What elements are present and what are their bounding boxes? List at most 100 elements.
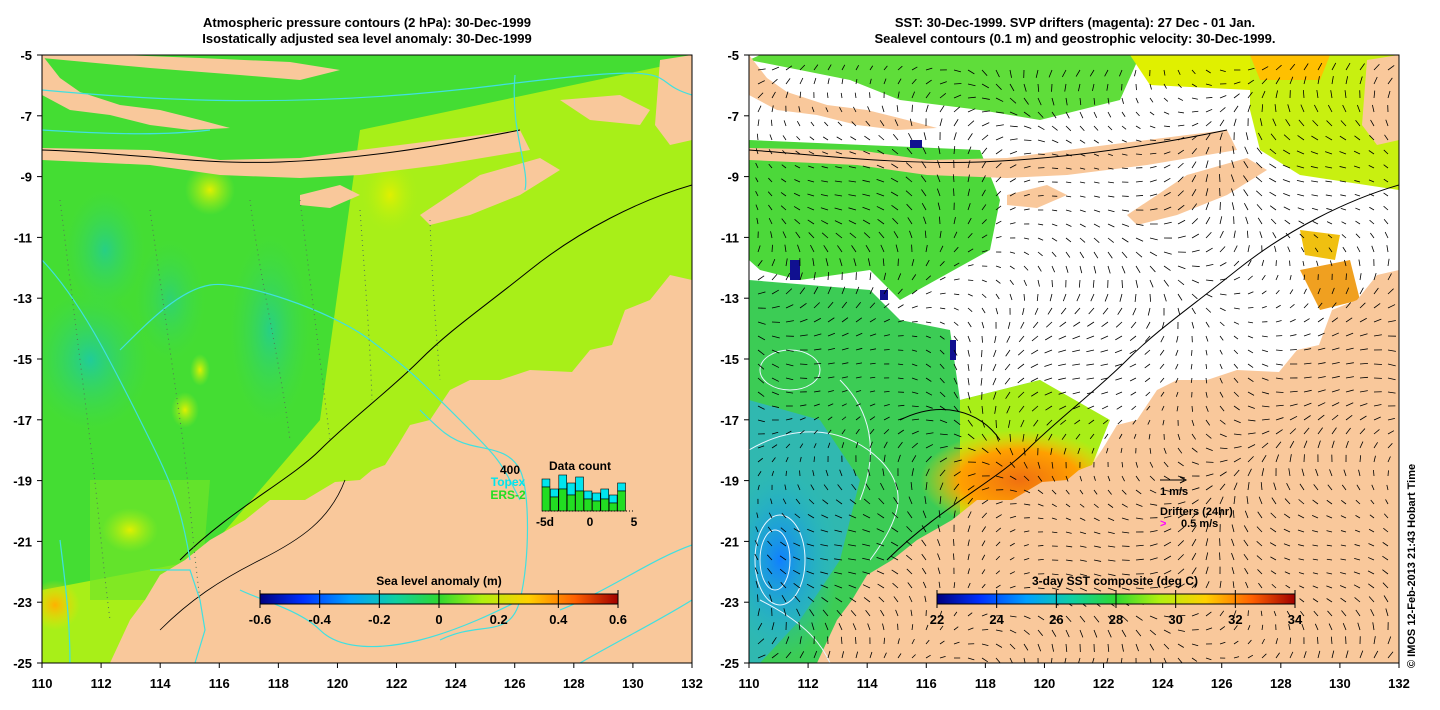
velocity-arrow <box>953 231 958 239</box>
velocity-arrow <box>1288 624 1291 631</box>
velocity-arrow <box>1058 377 1067 381</box>
velocity-arrow <box>836 609 843 617</box>
velocity-arrow <box>813 443 817 449</box>
velocity-arrow <box>1247 349 1254 354</box>
velocity-arrow <box>771 273 778 281</box>
left-java-land <box>42 55 340 80</box>
velocity-arrow <box>1369 514 1375 519</box>
velocity-arrow <box>893 596 899 603</box>
velocity-arrow <box>1191 643 1199 647</box>
velocity-arrow <box>1219 321 1225 327</box>
velocity-arrow <box>1317 332 1325 337</box>
velocity-arrow <box>1177 265 1186 270</box>
velocity-arrow <box>849 597 857 603</box>
velocity-arrow <box>1326 544 1333 547</box>
velocity-arrow <box>925 482 928 491</box>
velocity-arrow <box>1044 363 1053 367</box>
velocity-arrow <box>1050 447 1053 455</box>
velocity-arrow <box>1341 234 1347 239</box>
velocity-arrow <box>1009 111 1018 116</box>
velocity-arrow <box>755 148 759 155</box>
velocity-arrow <box>1383 178 1389 183</box>
velocity-arrow <box>799 91 802 99</box>
velocity-arrow <box>1023 629 1030 635</box>
velocity-arrow <box>855 78 858 85</box>
velocity-arrow <box>1009 293 1013 301</box>
y-tick-label: -15 <box>720 352 739 367</box>
y-tick-label: -5 <box>20 48 32 63</box>
velocity-arrow <box>1298 544 1305 547</box>
velocity-arrow <box>757 259 763 267</box>
velocity-arrow <box>1114 363 1123 367</box>
velocity-arrow <box>869 651 873 659</box>
data-count-inset: Data count 400 Topex ERS-2 -5d 0 5 <box>490 459 637 529</box>
velocity-arrow <box>1065 209 1072 212</box>
velocity-arrow <box>1385 608 1389 617</box>
velocity-arrow <box>757 608 760 617</box>
velocity-arrow <box>981 583 986 589</box>
velocity-arrow <box>1135 195 1144 197</box>
velocity-arrow <box>1093 265 1097 274</box>
velocity-arrow <box>1144 335 1151 342</box>
velocity-arrow <box>810 484 815 491</box>
velocity-arrow <box>799 64 806 71</box>
velocity-arrow <box>893 497 899 505</box>
left-panel: Atmospheric pressure contours (2 hPa): 3… <box>13 15 703 691</box>
velocity-arrow <box>953 94 962 99</box>
velocity-arrow <box>1135 544 1144 547</box>
velocity-arrow <box>1345 317 1353 323</box>
velocity-arrow <box>1355 515 1361 519</box>
velocity-arrow <box>1121 209 1130 212</box>
velocity-arrow <box>1368 596 1375 603</box>
velocity-arrow <box>771 105 774 113</box>
velocity-arrow <box>1107 503 1114 508</box>
velocity-arrow <box>1093 209 1101 213</box>
velocity-arrow <box>1219 496 1224 505</box>
velocity-arrow <box>812 470 815 477</box>
velocity-arrow <box>849 232 857 239</box>
velocity-arrow <box>1163 528 1172 533</box>
velocity-arrow <box>877 149 885 155</box>
velocity-arrow <box>1020 419 1025 428</box>
velocity-arrow <box>1009 279 1014 286</box>
velocity-arrow <box>813 363 822 365</box>
velocity-arrow <box>1079 517 1086 521</box>
velocity-arrow <box>1161 321 1165 330</box>
velocity-arrow <box>1340 597 1347 603</box>
velocity-arrow <box>1219 278 1227 281</box>
velocity-arrow <box>757 377 765 384</box>
velocity-arrow <box>953 69 962 73</box>
velocity-arrow <box>1359 455 1362 463</box>
velocity-arrow <box>907 511 913 519</box>
velocity-arrow <box>1345 650 1349 659</box>
velocity-arrow <box>1191 419 1195 427</box>
velocity-arrow <box>855 317 863 323</box>
velocity-arrow <box>911 455 917 463</box>
velocity-arrow <box>1023 237 1030 240</box>
velocity-arrow <box>811 622 815 631</box>
velocity-arrow <box>869 348 877 351</box>
velocity-arrow <box>1078 657 1081 663</box>
velocity-arrow <box>1368 543 1375 547</box>
velocity-arrow <box>834 558 843 561</box>
velocity-arrow <box>909 118 913 127</box>
right-x-axis: 110 112 114 116 118 120 122 124 126 128 130 132 <box>739 663 1410 691</box>
velocity-arrow <box>1331 62 1337 71</box>
velocity-arrow <box>1079 489 1084 495</box>
velocity-arrow <box>1205 293 1213 298</box>
velocity-arrow <box>1037 475 1043 482</box>
velocity-arrow <box>821 180 829 183</box>
velocity-arrow <box>1106 657 1109 663</box>
topex-bar <box>550 488 559 498</box>
x-tick-label: 110 <box>739 676 760 691</box>
velocity-arrow <box>1017 363 1025 370</box>
velocity-arrow <box>1107 209 1115 213</box>
velocity-arrow <box>1118 433 1123 439</box>
velocity-arrow <box>995 136 1004 141</box>
velocity-arrow <box>1325 180 1333 183</box>
velocity-arrow <box>1191 188 1197 197</box>
velocity-arrow <box>1233 335 1239 340</box>
velocity-arrow <box>1177 447 1183 454</box>
velocity-arrow <box>1345 62 1351 71</box>
velocity-arrow <box>1303 63 1309 71</box>
